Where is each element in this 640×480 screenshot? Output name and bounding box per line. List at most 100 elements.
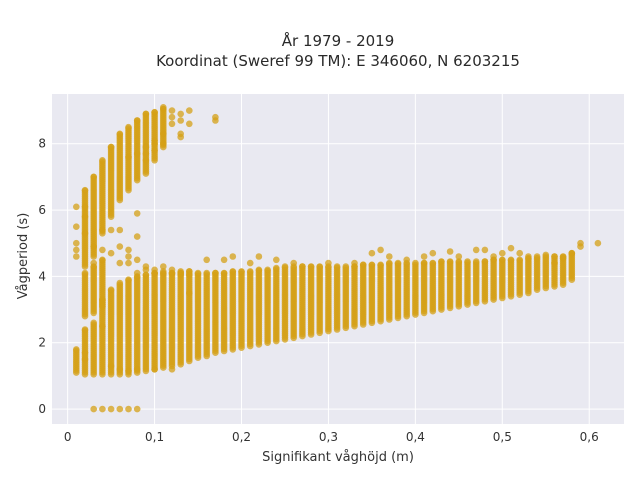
data-point: [90, 405, 97, 413]
data-point: [168, 266, 176, 274]
data-point: [212, 117, 219, 124]
axis-ticks: 0 0,1 0,2 0,3 0,4 0,5 0,6 0 2 4 6 8: [38, 137, 598, 444]
x-axis-title: Signifikant våghöjd (m): [262, 450, 414, 465]
data-point: [133, 117, 141, 124]
data-point: [168, 366, 176, 373]
data-point: [533, 253, 541, 260]
data-point: [107, 362, 115, 370]
data-point: [186, 120, 193, 128]
data-point: [472, 246, 480, 254]
data-point: [238, 268, 245, 275]
data-point: [81, 203, 89, 211]
data-point: [412, 259, 419, 267]
x-tick-label: 0,5: [493, 430, 512, 444]
data-point: [116, 405, 124, 413]
data-point: [160, 140, 167, 147]
x-tick-label: 0: [64, 430, 72, 444]
data-point: [133, 256, 141, 264]
data-point: [220, 269, 228, 277]
data-point: [125, 405, 132, 413]
data-point: [177, 271, 184, 279]
data-point: [438, 258, 445, 265]
data-point: [151, 269, 158, 277]
data-point: [73, 346, 80, 353]
data-point: [446, 258, 454, 265]
y-tick-label: 6: [38, 203, 46, 217]
data-point: [203, 256, 210, 264]
data-point: [177, 133, 184, 141]
data-point: [186, 107, 193, 114]
data-point: [81, 356, 89, 363]
data-point: [116, 366, 124, 373]
data-point: [455, 253, 463, 260]
y-tick-label: 8: [38, 137, 46, 151]
data-point: [246, 268, 254, 275]
data-point: [81, 213, 89, 220]
data-point: [90, 243, 97, 250]
data-point: [255, 266, 263, 274]
data-point: [168, 120, 176, 128]
data-point: [133, 233, 141, 240]
data-point: [516, 249, 523, 257]
data-point: [516, 256, 523, 264]
data-point: [81, 230, 89, 237]
data-point: [151, 366, 158, 373]
data-point: [90, 319, 97, 327]
data-point: [73, 203, 80, 211]
data-point: [420, 259, 428, 267]
data-point: [99, 226, 106, 234]
data-points: [73, 104, 602, 413]
data-point: [73, 239, 80, 247]
data-point: [307, 263, 315, 270]
data-point: [507, 256, 515, 264]
data-point: [81, 269, 89, 277]
data-point: [142, 110, 150, 118]
data-point: [351, 259, 358, 267]
data-point: [290, 259, 298, 267]
data-point: [203, 269, 210, 277]
data-point: [499, 256, 506, 264]
data-point: [386, 253, 393, 260]
data-point: [429, 249, 437, 257]
data-point: [455, 258, 463, 265]
data-point: [142, 143, 150, 151]
data-point: [255, 253, 263, 260]
y-tick-label: 0: [38, 402, 46, 416]
data-point: [186, 289, 193, 297]
data-point: [212, 269, 219, 277]
data-point: [168, 113, 176, 121]
data-point: [142, 150, 150, 157]
data-point: [177, 110, 184, 118]
data-point: [594, 239, 602, 247]
data-point: [151, 147, 158, 154]
data-point: [125, 246, 132, 254]
data-point: [368, 261, 376, 269]
data-point: [160, 104, 167, 111]
data-point: [160, 130, 167, 138]
data-point: [386, 259, 393, 267]
data-point: [481, 258, 489, 265]
data-point: [107, 226, 115, 234]
data-point: [359, 261, 367, 269]
data-point: [125, 153, 132, 161]
data-point: [325, 259, 332, 267]
data-point: [73, 253, 80, 260]
data-point: [116, 243, 124, 250]
data-point: [429, 259, 437, 267]
data-point: [246, 259, 254, 267]
data-point: [273, 264, 280, 272]
data-point: [81, 186, 89, 194]
data-point: [133, 210, 141, 217]
data-point: [229, 253, 237, 260]
data-point: [81, 349, 89, 357]
data-point: [133, 269, 141, 277]
data-point: [90, 259, 97, 267]
x-tick-label: 0,4: [406, 430, 425, 444]
data-point: [107, 143, 115, 151]
data-point: [525, 253, 532, 260]
data-point: [73, 246, 80, 254]
data-point: [125, 123, 132, 131]
data-point: [107, 249, 115, 257]
data-point: [446, 248, 454, 255]
x-tick-label: 0,6: [580, 430, 599, 444]
